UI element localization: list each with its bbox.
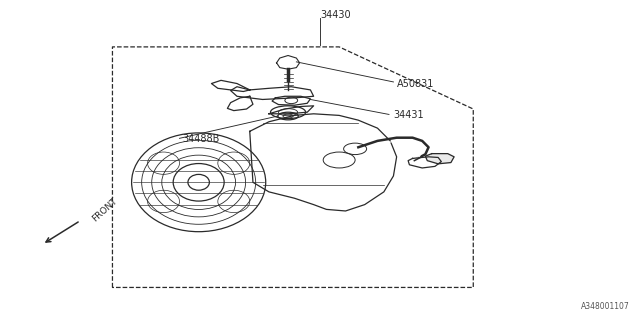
Text: 34430: 34430 <box>320 10 351 20</box>
Text: A348001107: A348001107 <box>581 302 630 311</box>
Text: 34488B: 34488B <box>182 134 220 144</box>
Text: A50831: A50831 <box>397 78 434 89</box>
Text: 34431: 34431 <box>394 110 424 120</box>
Polygon shape <box>426 154 454 164</box>
Text: FRONT: FRONT <box>90 196 119 224</box>
